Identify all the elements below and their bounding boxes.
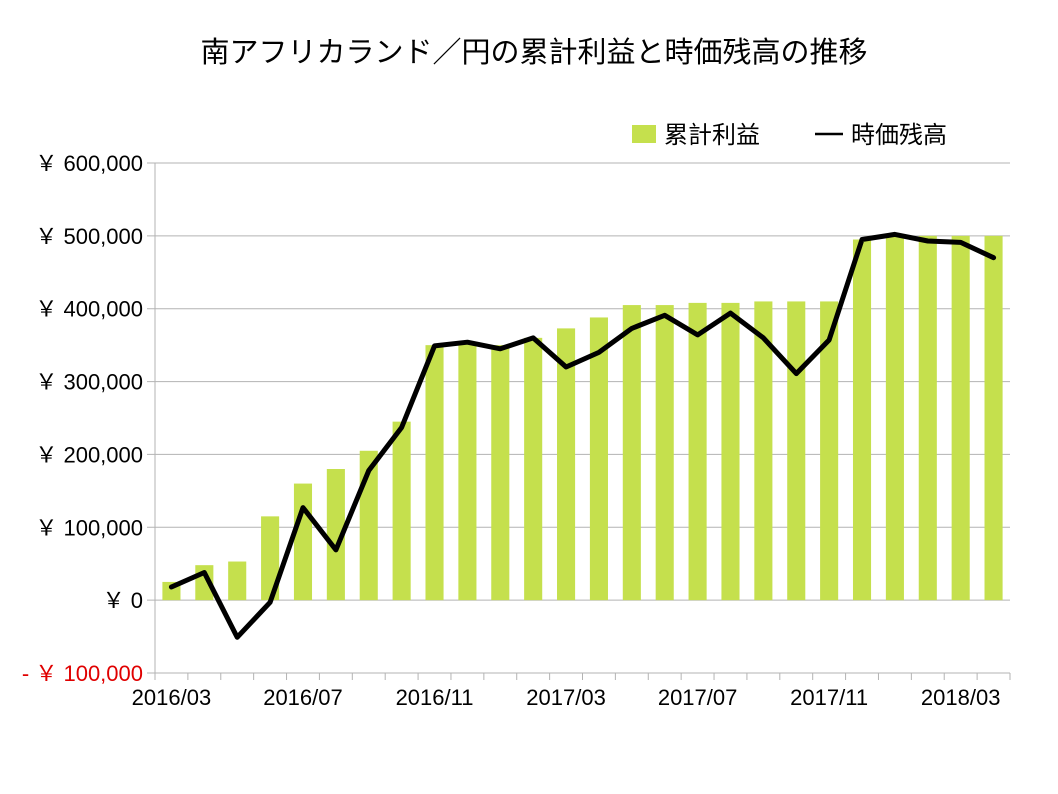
bar bbox=[721, 302, 740, 601]
y-tick-label: ￥ 300,000 bbox=[35, 370, 143, 395]
legend-swatch-bar bbox=[632, 125, 656, 143]
bar bbox=[951, 235, 970, 601]
y-tick-label: ￥ 0 bbox=[103, 588, 143, 613]
y-tick-label: ￥ 600,000 bbox=[35, 151, 143, 176]
bar bbox=[392, 421, 411, 601]
bar bbox=[359, 450, 378, 601]
legend-label-bar: 累計利益 bbox=[664, 121, 760, 149]
y-tick-label: ￥ 400,000 bbox=[35, 297, 143, 322]
y-tick-label: - ￥ 100,000 bbox=[22, 661, 143, 686]
bar bbox=[787, 301, 806, 601]
y-tick-label: ￥ 100,000 bbox=[35, 515, 143, 540]
x-tick-label: 2018/03 bbox=[921, 685, 1001, 710]
bar bbox=[820, 301, 839, 601]
bar bbox=[293, 483, 313, 601]
y-tick-labels: - ￥ 100,000 ￥ 0 ￥ 100,000 ￥ 200,000 ￥ 300,00… bbox=[22, 151, 143, 686]
line-series bbox=[168, 231, 997, 640]
bar bbox=[261, 516, 280, 601]
x-tick-label: 2016/07 bbox=[263, 685, 343, 710]
bar bbox=[918, 235, 937, 601]
y-tick-label: ￥ 200,000 bbox=[35, 442, 143, 467]
x-tick-label: 2017/03 bbox=[526, 685, 606, 710]
bar bbox=[885, 235, 904, 601]
chart-title: 南アフリカランド／円の累計利益と時価残高の推移 bbox=[200, 35, 867, 69]
legend-label-line: 時価残高 bbox=[851, 121, 947, 149]
y-tick-label: ￥ 500,000 bbox=[35, 224, 143, 249]
bar bbox=[425, 345, 444, 601]
bar bbox=[589, 317, 608, 601]
bar bbox=[524, 337, 543, 601]
bar bbox=[622, 305, 641, 601]
x-tick-labels: 2016/03 2016/07 2016/11 2017/03 2017/07 2017/… bbox=[132, 685, 1001, 710]
x-tick-label: 2017/11 bbox=[790, 685, 868, 710]
bar bbox=[228, 561, 247, 601]
bar bbox=[852, 239, 872, 601]
bar bbox=[458, 343, 477, 601]
x-tick-label: 2016/11 bbox=[396, 685, 474, 710]
bars-series bbox=[162, 235, 1003, 601]
bar bbox=[326, 469, 345, 601]
axes bbox=[154, 163, 1011, 680]
bar bbox=[754, 301, 773, 601]
bar bbox=[557, 328, 576, 601]
bar bbox=[491, 345, 510, 601]
x-tick-label: 2016/03 bbox=[132, 685, 212, 710]
x-tick-label: 2017/07 bbox=[658, 685, 738, 710]
series-line bbox=[168, 231, 997, 640]
legend: 累計利益 時価残高 bbox=[632, 121, 947, 149]
bar bbox=[984, 235, 1003, 601]
bar bbox=[688, 302, 707, 601]
gridlines bbox=[147, 162, 1010, 674]
bar bbox=[655, 305, 674, 601]
